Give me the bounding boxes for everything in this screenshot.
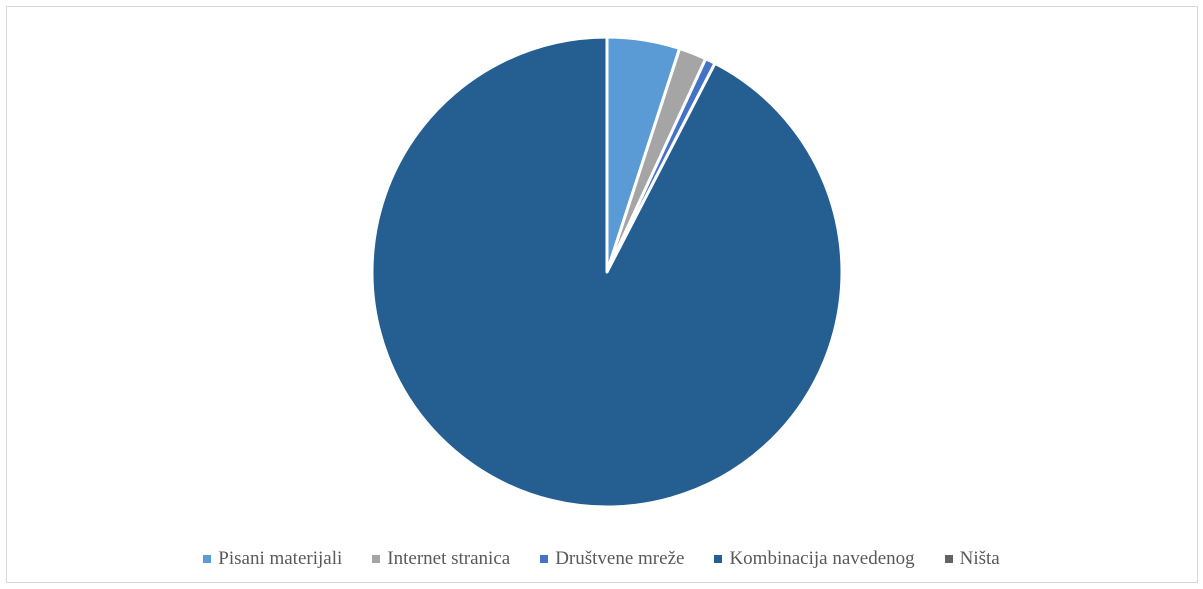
- legend-label: Društvene mreže: [555, 548, 685, 569]
- legend-item-drustvene-mreze: Društvene mreže: [540, 548, 684, 570]
- legend-item-kombinacija-navedenog: Kombinacija navedenog: [714, 548, 915, 570]
- legend-swatch: [944, 555, 953, 563]
- legend-swatch: [203, 555, 212, 563]
- legend-item-pisani-materijali: Pisani materijali: [203, 548, 342, 570]
- legend-label: Pisani materijali: [218, 548, 343, 569]
- legend-label: Internet stranica: [387, 548, 511, 569]
- legend-swatch: [714, 555, 723, 563]
- legend-swatch: [540, 555, 549, 563]
- pie-slice-kombinacija-navedenog: [370, 35, 844, 509]
- legend-item-nista: Ništa: [944, 548, 1000, 570]
- legend-label: Ništa: [959, 548, 1000, 569]
- legend-swatch: [372, 555, 381, 563]
- legend-item-internet-stranica: Internet stranica: [372, 548, 510, 570]
- legend: Pisani materijali Internet stranica Društv…: [0, 546, 1203, 572]
- legend-label: Kombinacija navedenog: [729, 548, 915, 569]
